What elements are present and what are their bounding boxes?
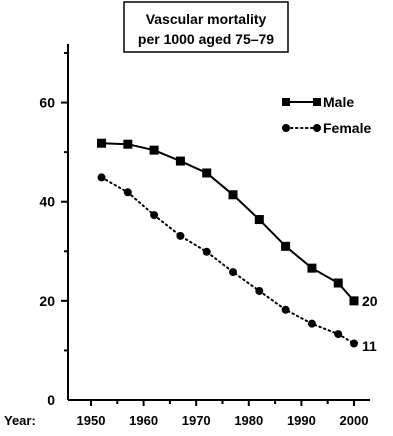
data-point-female bbox=[202, 247, 211, 256]
data-point-male bbox=[202, 168, 212, 178]
x-tick-label: 1960 bbox=[129, 413, 158, 428]
legend-female-marker-left bbox=[282, 124, 290, 132]
data-point-male bbox=[175, 156, 185, 166]
title-box bbox=[123, 1, 289, 53]
data-point-female bbox=[334, 330, 343, 339]
data-point-female bbox=[176, 231, 185, 240]
legend-item-male: Male bbox=[282, 94, 354, 110]
legend-male-marker-right bbox=[313, 98, 321, 106]
x-tick-label: 1950 bbox=[77, 413, 106, 428]
y-tick-label: 60 bbox=[39, 95, 55, 111]
x-tick-label: 1970 bbox=[182, 413, 211, 428]
y-ticks: 0 20 40 60 bbox=[39, 52, 68, 408]
legend-female-marker-right bbox=[313, 124, 321, 132]
series-line-male bbox=[101, 142, 355, 302]
title-line-1: Vascular mortality bbox=[146, 11, 267, 27]
data-point-male bbox=[281, 241, 291, 251]
data-point-female bbox=[255, 286, 264, 295]
data-point-female bbox=[229, 268, 238, 277]
legend-item-female: Female bbox=[282, 120, 371, 136]
data-point-male bbox=[307, 263, 317, 273]
series-layer bbox=[97, 138, 359, 348]
legend: Male Female bbox=[282, 94, 371, 136]
data-point-male bbox=[254, 215, 264, 225]
legend-male-label: Male bbox=[323, 94, 354, 110]
x-tick-label: 1990 bbox=[287, 413, 316, 428]
series-line-female bbox=[100, 176, 355, 345]
x-axis-prefix: Year: bbox=[4, 413, 36, 428]
legend-female-label: Female bbox=[323, 120, 371, 136]
data-point-male bbox=[333, 278, 343, 288]
y-tick-label: 20 bbox=[39, 293, 55, 309]
x-tick-label: 1980 bbox=[234, 413, 263, 428]
y-tick-label: 40 bbox=[39, 194, 55, 210]
data-point-male bbox=[97, 138, 107, 148]
data-point-female bbox=[281, 305, 290, 314]
chart-title: Vascular mortality per 1000 aged 75–79 bbox=[123, 1, 289, 53]
data-point-female bbox=[97, 173, 106, 182]
x-ticks: 1950 1960 1970 1980 1990 2000 bbox=[77, 400, 369, 428]
x-tick-label: 2000 bbox=[340, 413, 369, 428]
data-point-male bbox=[149, 145, 159, 155]
data-point-female bbox=[307, 319, 316, 328]
y-tick-label: 0 bbox=[47, 392, 55, 408]
end-label-male: 20 bbox=[362, 293, 378, 309]
data-point-female bbox=[350, 339, 358, 348]
data-point-male bbox=[123, 139, 133, 149]
series-male bbox=[97, 138, 359, 306]
legend-male-marker-left bbox=[282, 98, 290, 106]
data-point-female bbox=[123, 188, 132, 197]
data-point-male bbox=[349, 296, 359, 306]
series-female bbox=[97, 173, 358, 348]
data-point-male bbox=[228, 190, 238, 200]
data-point-female bbox=[150, 211, 159, 220]
title-line-2: per 1000 aged 75–79 bbox=[138, 31, 274, 47]
end-label-female: 11 bbox=[362, 338, 377, 354]
